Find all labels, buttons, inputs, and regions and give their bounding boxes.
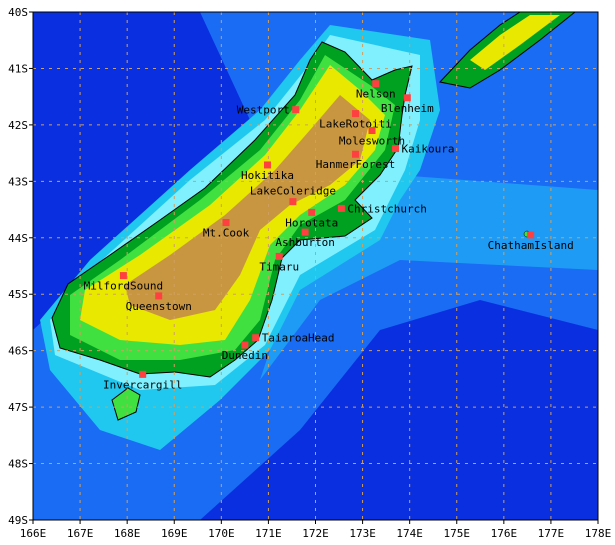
- y-tick-label: 44S: [8, 232, 28, 245]
- station-dunedin: Dunedin: [222, 341, 268, 362]
- station-label: Ashburton: [275, 236, 335, 249]
- x-tick-label: 176E: [491, 527, 518, 540]
- x-tick-label: 167E: [67, 527, 94, 540]
- station-label: Kaikoura: [402, 143, 455, 156]
- station-label: Blenheim: [381, 102, 434, 115]
- station-hanmerforest: HanmerForest: [316, 150, 395, 171]
- y-tick-label: 46S: [8, 345, 28, 358]
- station-label: Molesworth: [339, 135, 405, 148]
- station-marker: [337, 204, 345, 212]
- station-hokitika: Hokitika: [241, 161, 294, 182]
- station-label: Queenstown: [126, 300, 192, 313]
- x-tick-label: 175E: [444, 527, 471, 540]
- x-tick-label: 166E: [20, 527, 47, 540]
- station-molesworth: Molesworth: [339, 127, 405, 148]
- station-taiaroahead: TaiaroaHead: [252, 332, 335, 345]
- station-marker: [301, 228, 309, 236]
- x-tick-label: 178E: [585, 527, 612, 540]
- station-lakecoleridge: LakeColeridge: [250, 185, 336, 206]
- station-kaikoura: Kaikoura: [392, 143, 455, 156]
- grid-lines: [33, 12, 598, 520]
- y-tick-label: 40S: [8, 6, 28, 19]
- x-tick-label: 169E: [161, 527, 188, 540]
- station-chathamisland: ChathamIsland: [488, 231, 574, 252]
- station-timaru: Timaru: [259, 252, 299, 273]
- x-tick-label: 170E: [208, 527, 235, 540]
- station-marker: [155, 292, 163, 300]
- station-mtcook: Mt.Cook: [203, 219, 250, 240]
- station-marker: [289, 198, 297, 206]
- y-tick-label: 49S: [8, 514, 28, 527]
- mountains: [125, 95, 370, 320]
- station-marker: [263, 161, 271, 169]
- x-tick-label: 168E: [114, 527, 141, 540]
- station-ashburton: Ashburton: [275, 228, 335, 249]
- station-marker: [222, 219, 230, 227]
- station-milfordsound: MilfordSound: [84, 272, 163, 293]
- y-tick-label: 48S: [8, 458, 28, 471]
- x-tick-label: 172E: [302, 527, 329, 540]
- station-label: TaiaroaHead: [262, 332, 335, 345]
- station-marker: [352, 150, 360, 158]
- y-tick-label: 45S: [8, 288, 28, 301]
- station-marker: [241, 341, 249, 349]
- station-horotata: Horotata: [285, 208, 338, 229]
- station-marker: [527, 231, 535, 239]
- station-label: Nelson: [356, 88, 396, 101]
- y-tick-label: 41S: [8, 62, 28, 75]
- x-tick-label: 173E: [349, 527, 376, 540]
- station-label: Hokitika: [241, 169, 294, 182]
- station-label: Westport: [237, 104, 290, 117]
- station-marker: [392, 145, 400, 153]
- x-tick-label: 177E: [538, 527, 565, 540]
- station-label: Invercargill: [103, 378, 182, 391]
- station-label: Christchurch: [347, 202, 426, 215]
- x-tick-label: 174E: [396, 527, 423, 540]
- y-tick-label: 42S: [8, 119, 28, 132]
- station-queenstown: Queenstown: [126, 292, 192, 313]
- station-label: ChathamIsland: [488, 239, 574, 252]
- x-tick-label: 171E: [255, 527, 282, 540]
- station-label: LakeColeridge: [250, 185, 336, 198]
- station-label: MilfordSound: [84, 280, 163, 293]
- station-label: Timaru: [259, 260, 299, 273]
- north-island-hills: [470, 15, 560, 70]
- stewart-island: [111, 387, 141, 421]
- station-christchurch: Christchurch: [337, 202, 427, 215]
- station-marker: [368, 127, 376, 135]
- station-marker: [252, 334, 260, 342]
- station-label: Horotata: [285, 216, 338, 229]
- station-invercargill: Invercargill: [103, 370, 182, 391]
- station-nelson: Nelson: [356, 80, 396, 101]
- station-marker: [352, 110, 360, 118]
- station-marker: [292, 106, 300, 114]
- station-marker: [139, 370, 147, 378]
- y-tick-label: 43S: [8, 175, 28, 188]
- station-marker: [275, 252, 283, 260]
- station-label: Dunedin: [222, 349, 268, 362]
- axis-ticks: 166E 167E 168E 169E 170E 171E 172E 173E 174E 175E…: [8, 6, 611, 540]
- station-westport: Westport: [237, 104, 300, 117]
- station-blenheim: Blenheim: [381, 94, 434, 115]
- y-tick-label: 47S: [8, 401, 28, 414]
- station-label: HanmerForest: [316, 158, 395, 171]
- station-marker: [308, 208, 316, 216]
- station-marker: [403, 94, 411, 102]
- station-marker: [119, 272, 127, 280]
- station-marker: [372, 80, 380, 88]
- station-label: LakeRotoiti: [319, 118, 392, 131]
- station-label: Mt.Cook: [203, 227, 250, 240]
